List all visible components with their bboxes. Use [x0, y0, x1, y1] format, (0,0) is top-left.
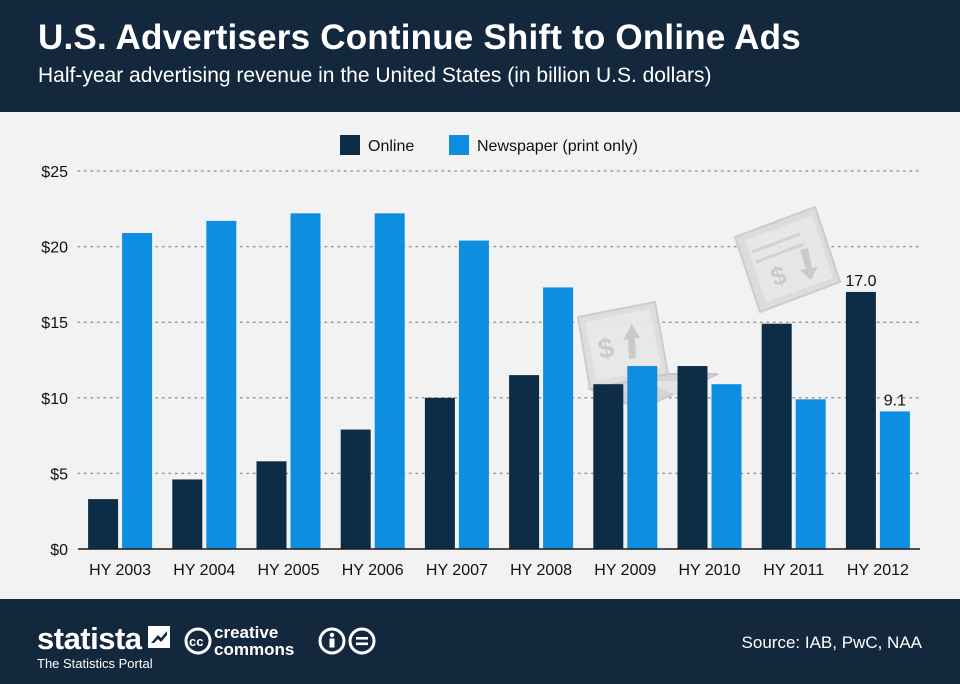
- statista-tagline: The Statistics Portal: [37, 656, 153, 671]
- license-badge[interactable]: cc creative commons: [184, 623, 384, 659]
- bar-online: [256, 461, 287, 549]
- svg-text:cc: cc: [189, 634, 203, 649]
- y-tick-label: $15: [41, 315, 68, 332]
- legend-label-online: Online: [368, 138, 414, 155]
- bar-online: [340, 429, 371, 549]
- bar-online: [761, 323, 792, 549]
- x-tick-label: HY 2006: [342, 562, 404, 579]
- bar-online: [845, 291, 876, 549]
- x-tick-label: HY 2004: [173, 562, 235, 579]
- legend-label-newspaper: Newspaper (print only): [477, 138, 638, 155]
- data-label: 9.1: [884, 392, 906, 409]
- svg-text:$: $: [595, 332, 617, 365]
- bar-newspaper: [627, 366, 658, 549]
- bar-online: [424, 397, 455, 549]
- x-tick-label: HY 2005: [258, 562, 320, 579]
- newspaper-dollar-down-icon: $: [733, 205, 842, 314]
- y-tick-label: $25: [41, 164, 68, 181]
- creative-commons-icon: cc: [184, 627, 212, 655]
- license-text-line2: commons: [214, 640, 294, 659]
- y-tick-label: $10: [41, 391, 68, 408]
- bar-online: [509, 375, 540, 549]
- statista-logo-icon: [148, 626, 170, 648]
- chart-subtitle: Half-year advertising revenue in the Uni…: [38, 64, 712, 87]
- header-banner: U.S. Advertisers Continue Shift to Onlin…: [0, 0, 960, 112]
- no-derivatives-icon: [348, 627, 376, 655]
- x-tick-label: HY 2007: [426, 562, 488, 579]
- x-tick-label: HY 2012: [847, 562, 909, 579]
- legend-swatch-online: [340, 135, 360, 155]
- legend-swatch-newspaper: [449, 135, 469, 155]
- x-tick-label: HY 2011: [763, 562, 824, 579]
- bar-newspaper: [879, 411, 910, 549]
- chart-title: U.S. Advertisers Continue Shift to Onlin…: [38, 18, 801, 57]
- y-tick-label: $20: [41, 240, 68, 257]
- bar-newspaper: [543, 287, 574, 549]
- bar-newspaper: [458, 240, 489, 549]
- bar-online: [88, 499, 119, 549]
- bar-newspaper: [374, 213, 405, 549]
- data-label: 17.0: [845, 273, 876, 290]
- attribution-icon: [318, 627, 346, 655]
- bar-online: [677, 366, 708, 549]
- bar-newspaper: [795, 399, 826, 549]
- bar-newspaper: [122, 232, 153, 549]
- bar-newspaper: [290, 213, 321, 549]
- bar-chart: $ $ $0 $5 $10 $15 $20 $25 HY 2003 HY 2004 HY 200…: [41, 135, 921, 579]
- legend: Online Newspaper (print only): [340, 135, 638, 155]
- license-text-line1: creative: [214, 623, 278, 642]
- bar-newspaper: [206, 220, 237, 549]
- bar-online: [172, 479, 203, 549]
- footer-banner: statista The Statistics Portal cc creati…: [0, 599, 960, 684]
- x-tick-label: HY 2009: [594, 562, 656, 579]
- chart-area: $ $ $0 $5 $10 $15 $20 $25 HY 2003 HY 2004 HY 200…: [0, 112, 960, 599]
- y-tick-label: $0: [50, 542, 68, 559]
- x-tick-label: HY 2010: [679, 562, 741, 579]
- x-tick-label: HY 2003: [89, 562, 151, 579]
- x-tick-label: HY 2008: [510, 562, 572, 579]
- bar-online: [593, 384, 624, 549]
- source-note: Source: IAB, PwC, NAA: [741, 633, 922, 652]
- y-tick-label: $5: [50, 466, 68, 483]
- statista-brand[interactable]: statista: [37, 621, 142, 656]
- bar-newspaper: [711, 384, 742, 549]
